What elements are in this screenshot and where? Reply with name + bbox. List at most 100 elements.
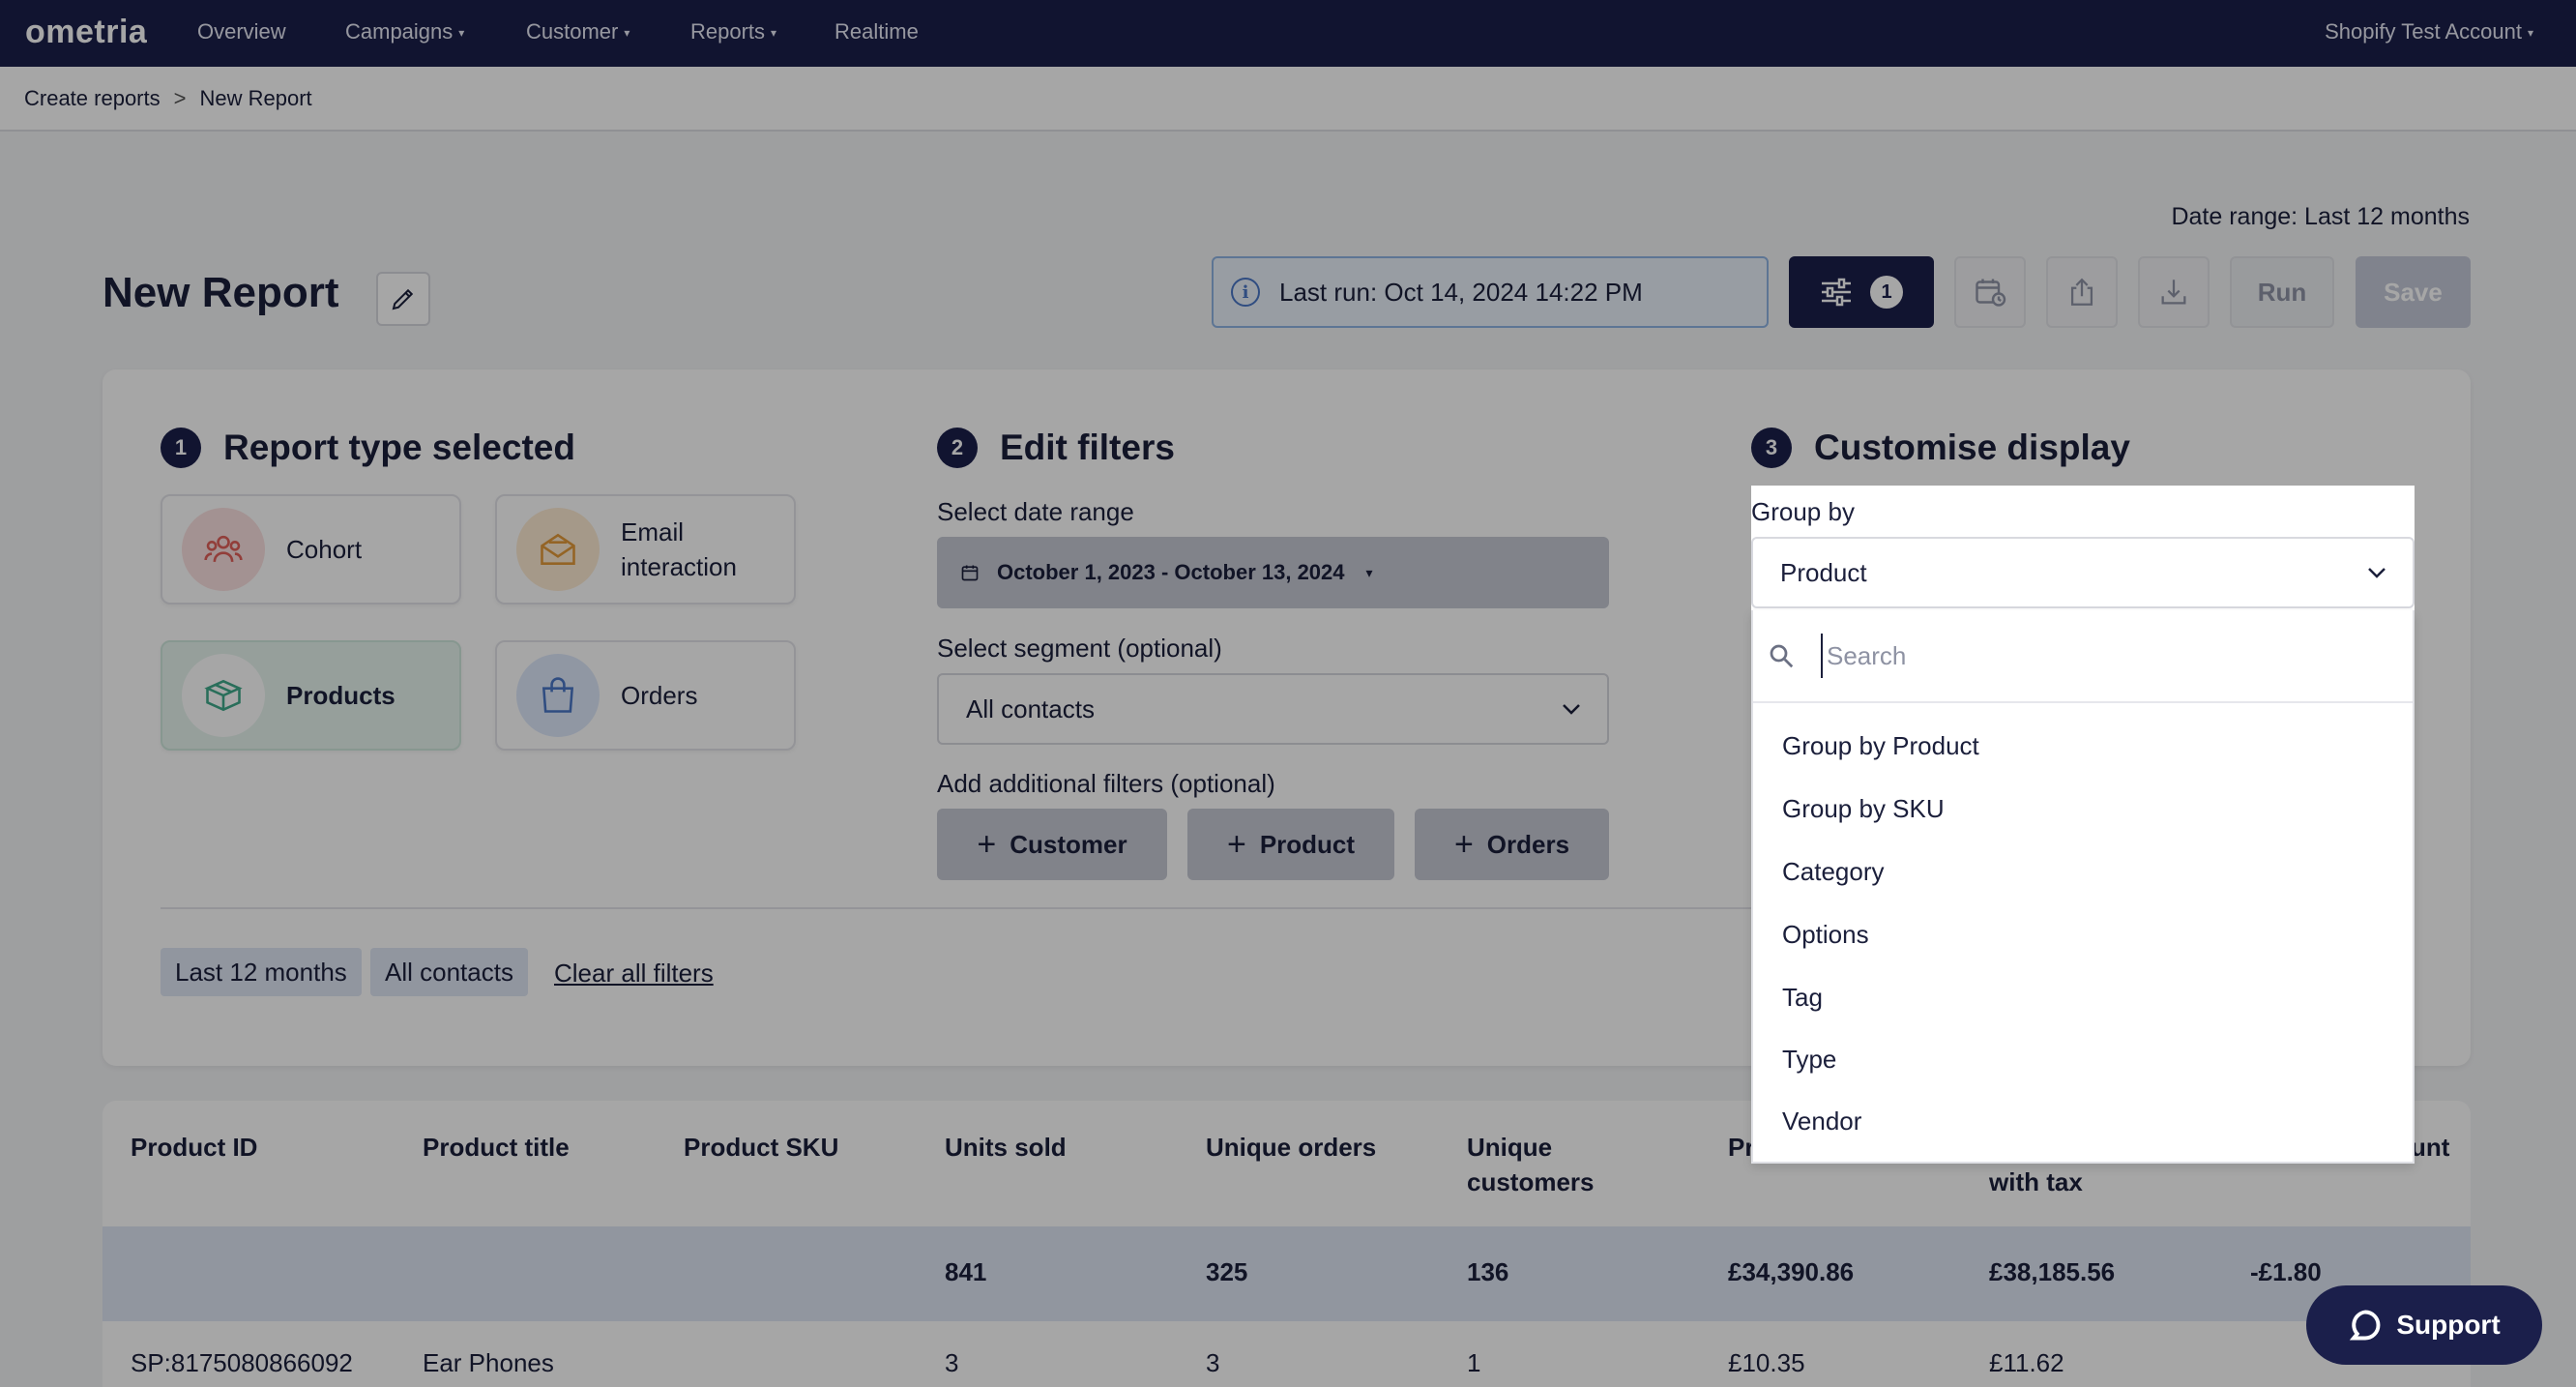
calendar-clock-icon [1976,279,2006,307]
users-icon [182,508,265,591]
add-product-filter-button[interactable]: + Product [1187,809,1394,880]
total-discount: -£1.80 [2250,1257,2322,1286]
option-options[interactable]: Options [1782,920,1869,949]
caret-down-icon: ▾ [624,26,630,41]
total-price: £34,390.86 [1728,1257,1855,1286]
plus-icon: + [1453,825,1474,863]
breadcrumb-separator: > [173,86,187,110]
th-product-id[interactable]: Product ID [131,1133,258,1162]
shopping-bag-icon [516,654,600,737]
cell-price-tax: £11.62 [1989,1348,2064,1377]
cell-product-id: SP:8175080866092 [131,1348,353,1377]
th-units-sold[interactable]: Units sold [945,1133,1067,1162]
option-category[interactable]: Category [1782,857,1885,886]
caret-down-icon: ▾ [2527,26,2533,41]
add-orders-filter-button[interactable]: + Orders [1415,809,1609,880]
schedule-button[interactable] [1954,256,2026,328]
save-button[interactable]: Save [2356,256,2471,328]
total-customers: 136 [1467,1257,1509,1286]
date-range-picker[interactable]: October 1, 2023 - October 13, 2024 ▾ [937,537,1609,608]
cell-product-title: Ear Phones [423,1348,554,1377]
total-orders: 325 [1206,1257,1248,1286]
group-by-menu: Group by Product Group by SKU Category O… [1751,610,2415,1164]
group-by-label: Group by [1751,497,1855,526]
group-by-search [1753,610,2413,703]
cell-orders: 3 [1206,1348,1220,1377]
cell-customers: 1 [1467,1348,1481,1377]
additional-filters-label: Add additional filters (optional) [937,769,1275,798]
filter-chip-all-contacts[interactable]: All contacts [370,948,528,996]
chevron-down-icon [2368,568,2386,578]
calendar-icon [961,565,979,581]
plus-icon: + [1226,825,1246,863]
top-nav: ometria Overview Campaigns ▾ Customer ▾ Re… [0,0,2576,67]
plus-icon: + [977,825,997,863]
total-units: 841 [945,1257,987,1286]
info-icon: i [1231,278,1260,307]
pencil-icon [392,288,414,310]
report-type-orders[interactable]: Orders [495,640,796,751]
download-button[interactable] [2138,256,2210,328]
breadcrumb-current: New Report [199,86,312,110]
share-icon [2070,278,2093,306]
total-price-tax: £38,185.56 [1989,1257,2116,1286]
ometria-logo[interactable]: ometria [25,14,148,50]
clear-all-filters-link[interactable]: Clear all filters [554,959,714,988]
nav-overview[interactable]: Overview [197,19,286,44]
option-type[interactable]: Type [1782,1045,1837,1074]
th-price[interactable]: Pr [1728,1133,1755,1162]
th-price-with-tax[interactable]: with tax [1989,1167,2083,1196]
download-icon [2161,280,2186,305]
th-unique-customers[interactable]: Unique customers [1467,1133,1595,1196]
option-group-by-sku[interactable]: Group by SKU [1782,794,1945,823]
step-1-title: Report type selected [223,428,575,467]
th-product-sku[interactable]: Product SKU [684,1133,839,1162]
breadcrumb-create-reports[interactable]: Create reports [24,86,161,110]
step-3-title: Customise display [1814,428,2130,467]
nav-customer[interactable]: Customer ▾ [526,19,630,44]
step-2-badge: 2 [937,428,978,468]
segment-select[interactable]: All contacts [937,673,1609,745]
group-by-select[interactable]: Product [1751,537,2415,608]
group-by-search-input[interactable] [1821,634,2382,678]
caret-down-icon: ▾ [458,26,465,41]
account-menu[interactable]: Shopify Test Account ▾ [2325,19,2533,44]
caret-down-icon: ▾ [1365,564,1373,580]
search-icon [1770,644,1794,668]
box-icon [182,654,265,737]
date-range-label: Date range: Last 12 months [2171,203,2470,230]
option-vendor[interactable]: Vendor [1782,1107,1862,1136]
chat-bubble-icon [2350,1310,2381,1341]
report-type-cohort[interactable]: Cohort [161,494,461,605]
th-discount[interactable]: unt [2411,1133,2450,1162]
option-group-by-product[interactable]: Group by Product [1782,731,1979,760]
filter-count-badge: 1 [1870,276,1903,309]
cell-price: £10.35 [1728,1348,1805,1377]
th-product-title[interactable]: Product title [423,1133,570,1162]
chevron-down-icon [1563,704,1580,715]
option-tag[interactable]: Tag [1782,983,1823,1012]
nav-campaigns[interactable]: Campaigns ▾ [345,19,465,44]
nav-reports[interactable]: Reports ▾ [690,19,777,44]
report-type-email-interaction[interactable]: Email interaction [495,494,796,605]
add-customer-filter-button[interactable]: + Customer [937,809,1167,880]
segment-field-label: Select segment (optional) [937,634,1222,663]
card-divider [161,907,1756,909]
nav-realtime[interactable]: Realtime [834,19,919,44]
support-button[interactable]: Support [2306,1285,2542,1365]
step-3-badge: 3 [1751,428,1792,468]
sliders-icon [1822,278,1851,307]
run-button[interactable]: Run [2230,256,2334,328]
filters-button[interactable]: 1 [1789,256,1934,328]
caret-down-icon: ▾ [771,26,777,41]
share-button[interactable] [2046,256,2118,328]
edit-title-button[interactable] [376,272,430,326]
filter-chip-last-12-months[interactable]: Last 12 months [161,948,362,996]
date-range-field-label: Select date range [937,497,1134,526]
th-unique-orders[interactable]: Unique orders [1206,1133,1377,1162]
breadcrumb-bar: Create reports > New Report [0,67,2576,132]
breadcrumb: Create reports > New Report [24,86,312,111]
envelope-icon [516,508,600,591]
report-type-products[interactable]: Products [161,640,461,751]
step-2-title: Edit filters [1000,428,1175,467]
